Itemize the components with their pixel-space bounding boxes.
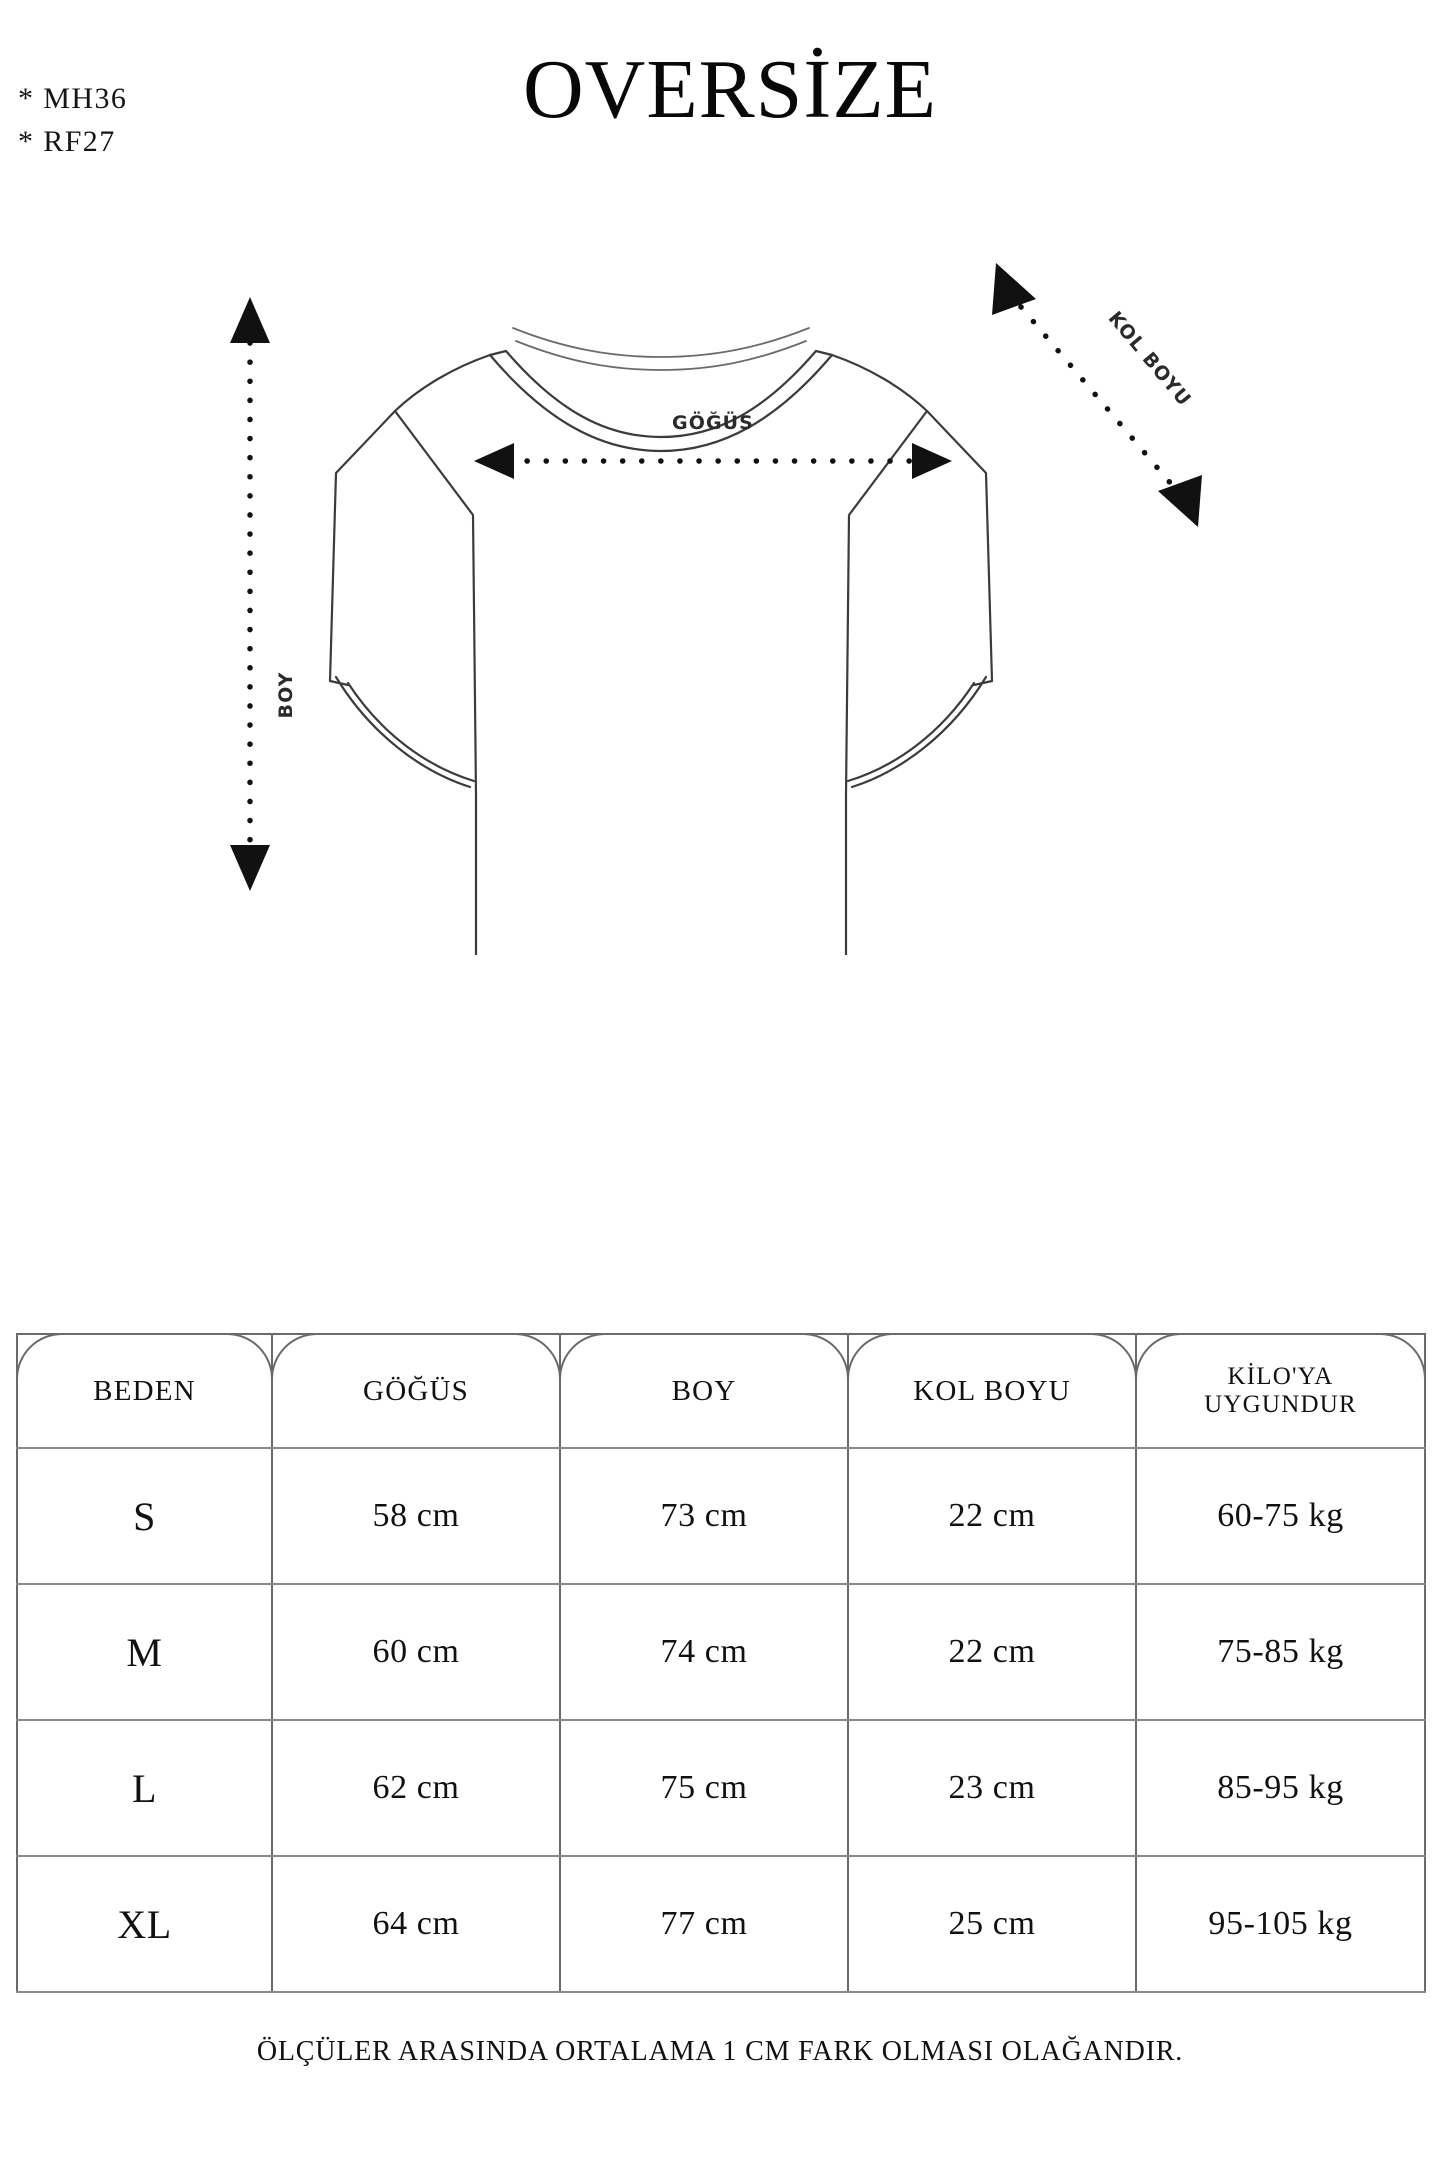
column-header-kiloya-line-1: KİLO'YA [1227,1362,1334,1390]
cell-kol-boyu: 25 cm [847,1856,1137,1993]
footer-note: ÖLÇÜLER ARASINDA ORTALAMA 1 CM FARK OLMA… [256,2036,1184,2067]
cell-kilo: 75-85 kg [1135,1584,1426,1721]
column-header-gogus-label: GÖĞÜS [363,1374,469,1407]
cell-beden: XL [16,1856,273,1993]
cell-boy: 74 cm [559,1584,849,1721]
size-table-container: BEDEN GÖĞÜS BOY KOL BOYU KİLO'YA UYGUNDU… [16,1333,1427,1993]
chest-arrowhead-left [474,443,514,479]
table-header-row: BEDEN GÖĞÜS BOY KOL BOYU KİLO'YA UYGUNDU… [16,1333,1427,1449]
column-header-gogus: GÖĞÜS [271,1333,562,1449]
length-dimension: BOY [230,297,297,891]
tshirt-diagram: GÖĞÜS BOY KOL BOYU [0,215,1440,955]
shirt-neck-inner [504,349,818,439]
length-label: BOY [275,671,297,718]
cell-gogus: 62 cm [271,1720,561,1857]
cell-beden: S [16,1448,273,1585]
chest-label: GÖĞÜS [672,410,754,434]
sleeve-arrowhead-bottom [1158,475,1202,527]
column-header-kiloya-uygundur: KİLO'YA UYGUNDUR [1135,1333,1427,1449]
sleeve-dotted-line [1018,304,1175,488]
product-codes: * MH36 * RF27 [18,78,127,163]
page-header: * MH36 * RF27 OVERSİZE [0,0,1440,230]
cell-kilo: 95-105 kg [1135,1856,1426,1993]
shirt-collar-rib-1 [515,340,807,371]
shirt-right-cuff-inner [846,681,976,783]
cell-boy: 73 cm [559,1448,849,1585]
product-code-2: * RF27 [18,124,116,158]
table-row: L 62 cm 75 cm 23 cm 85-95 kg [16,1720,1426,1857]
shirt-right-shoulder-sleeve [830,353,994,687]
cell-kilo: 60-75 kg [1135,1448,1426,1585]
shirt-left-cuff-outer [334,675,472,789]
cell-boy: 77 cm [559,1856,849,1993]
shirt-left-armhole-seam [393,409,478,797]
table-row: M 60 cm 74 cm 22 cm 75-85 kg [16,1584,1426,1721]
length-arrowhead-bottom [230,845,270,891]
table-row: XL 64 cm 77 cm 25 cm 95-105 kg [16,1856,1426,1993]
shirt-left-shoulder-sleeve [328,353,492,687]
shirt-left-shoulder-point [488,349,508,357]
sleeve-dimension: KOL BOYU [992,263,1202,527]
cell-kol-boyu: 22 cm [847,1584,1137,1721]
page-title: OVERSİZE [523,43,937,136]
column-header-kol-boyu: KOL BOYU [847,1333,1138,1449]
sleeve-label: KOL BOYU [1104,307,1196,411]
cell-kol-boyu: 22 cm [847,1448,1137,1585]
product-code-1: * MH36 [18,82,128,115]
cell-gogus: 60 cm [271,1584,561,1721]
shirt-left-cuff-inner [346,681,476,783]
cell-gogus: 64 cm [271,1856,561,1993]
shirt-neck-outer [488,353,834,453]
cell-boy: 75 cm [559,1720,849,1857]
cell-beden: M [16,1584,273,1721]
column-header-kiloya-line-2: UYGUNDUR [1204,1391,1357,1418]
shirt-right-shoulder-point [814,349,834,357]
column-header-boy: BOY [559,1333,850,1449]
column-header-kol-boyu-label: KOL BOYU [913,1374,1071,1407]
cell-kol-boyu: 23 cm [847,1720,1137,1857]
cell-beden: L [16,1720,273,1857]
sleeve-arrowhead-top [992,263,1036,315]
column-header-beden: BEDEN [16,1333,274,1449]
column-header-beden-label: BEDEN [93,1374,196,1407]
tshirt-outline [328,327,994,955]
column-header-boy-label: BOY [671,1374,737,1407]
cell-kilo: 85-95 kg [1135,1720,1426,1857]
cell-gogus: 58 cm [271,1448,561,1585]
shirt-right-cuff-outer [850,675,988,789]
chest-dimension: GÖĞÜS [474,410,952,479]
shirt-right-armhole-seam [844,409,929,797]
shirt-collar-rib-2 [512,327,810,358]
length-arrowhead-top [230,297,270,343]
chest-arrowhead-right [912,443,952,479]
size-table: BEDEN GÖĞÜS BOY KOL BOYU KİLO'YA UYGUNDU… [16,1333,1427,1993]
table-row: S 58 cm 73 cm 22 cm 60-75 kg [16,1448,1426,1585]
